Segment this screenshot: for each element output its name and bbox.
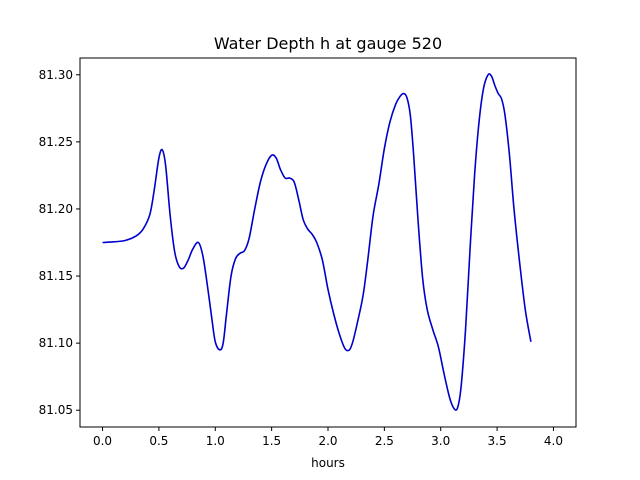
y-tick-label: 81.25 bbox=[39, 135, 73, 149]
y-axis: 81.05 81.10 81.15 81.20 81.25 81.30 bbox=[39, 68, 80, 417]
x-tick-label: 0.5 bbox=[149, 434, 168, 448]
x-axis: 0.0 0.5 1.0 1.5 2.0 2.5 3.0 3.5 4.0 bbox=[93, 427, 563, 448]
y-tick-label: 81.15 bbox=[39, 269, 73, 283]
x-tick-label: 3.5 bbox=[488, 434, 507, 448]
y-tick-label: 81.20 bbox=[39, 202, 73, 216]
series-layer bbox=[102, 73, 532, 411]
x-tick-label: 1.5 bbox=[262, 434, 281, 448]
chart-title: Water Depth h at gauge 520 bbox=[214, 34, 442, 53]
x-tick-label: 1.0 bbox=[206, 434, 225, 448]
x-tick-label: 0.0 bbox=[93, 434, 112, 448]
y-tick-label: 81.10 bbox=[39, 336, 73, 350]
x-tick-label: 2.0 bbox=[318, 434, 337, 448]
x-tick-label: 3.0 bbox=[431, 434, 450, 448]
x-tick-label: 2.5 bbox=[375, 434, 394, 448]
series-line bbox=[102, 73, 532, 411]
plot-frame bbox=[79, 57, 577, 428]
y-tick-label: 81.05 bbox=[39, 403, 73, 417]
x-axis-label: hours bbox=[311, 456, 345, 470]
y-tick-label: 81.30 bbox=[39, 68, 73, 82]
x-tick-label: 4.0 bbox=[544, 434, 563, 448]
